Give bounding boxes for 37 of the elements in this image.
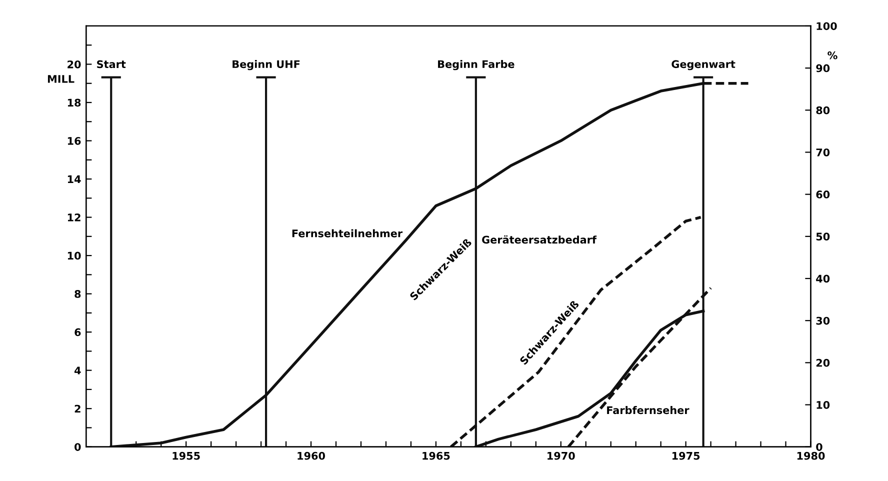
ref-line-label: Beginn Farbe [438,60,514,70]
y-tick-label: 10 [68,252,81,260]
y2-tick-label: 20 [816,358,830,367]
y2-tick-label: 30 [816,316,830,325]
y-tick-label: 0 [74,443,81,451]
y2-tick-label: 40 [816,274,830,283]
y-tick-label: 12 [68,214,80,222]
x-tick-label: 1980 [797,452,825,460]
y-tick-label: 2 [74,404,80,413]
annotation: Farbfernseher [607,406,690,414]
y2-tick-label: 10 [816,400,830,409]
x-tick-label: 1975 [672,452,700,460]
ref-line-label: Start [97,60,126,68]
y2-tick-label: 60 [816,190,830,198]
y-tick-label: 14 [68,175,81,183]
ref-line-label: Gegenwart [672,60,736,70]
y-tick-label: 16 [68,136,81,145]
y2-tick-label: 90 [816,64,830,72]
y2-tick-label: 70 [816,148,830,156]
y2-tick-label: 0 [816,443,822,451]
y-tick-label: 18 [68,98,81,107]
y-tick-label: 4 [74,366,81,374]
y2-tick-label: 100 [816,22,837,30]
y-axis-title: MILL [48,75,74,83]
y-tick-label: 20 [68,60,81,68]
annotation: Geräteersatzbedarf [482,235,597,244]
ref-line-label: Beginn UHF [232,60,300,70]
x-tick-label: 1960 [298,452,326,460]
x-tick-label: 1965 [422,452,450,460]
x-tick-label: 1955 [172,452,200,460]
y-tick-label: 8 [74,290,81,298]
y-tick-label: 6 [74,328,81,336]
y2-tick-label: 80 [816,106,830,114]
y2-tick-label: 50 [816,232,830,241]
annotation: Fernsehteilnehmer [292,229,403,238]
x-tick-label: 1970 [548,452,575,460]
y2-axis-title: % [828,51,838,60]
